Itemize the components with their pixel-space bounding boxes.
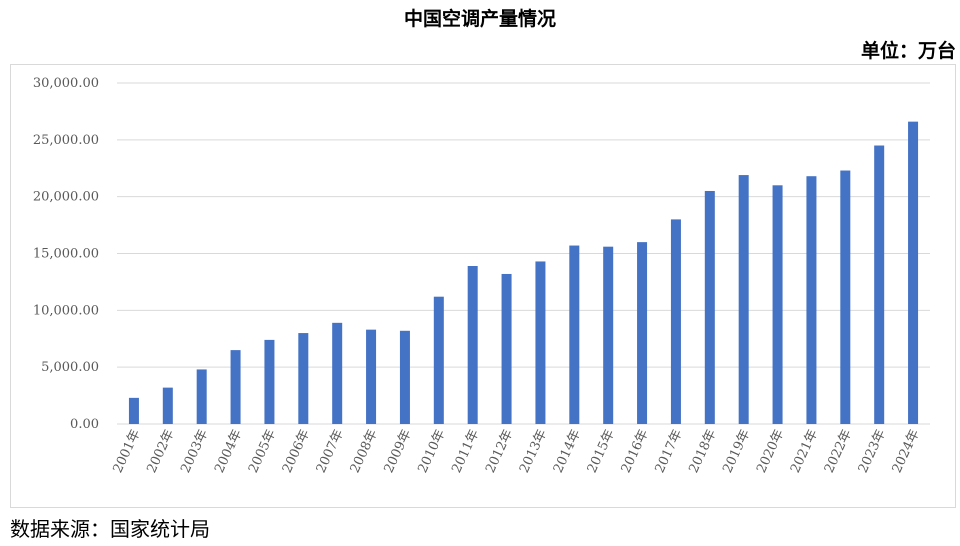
y-tick-label: 10,000.00 <box>33 303 99 318</box>
data-source: 数据来源：国家统计局 <box>10 517 210 541</box>
y-tick-label: 5,000.00 <box>41 360 99 375</box>
bar <box>569 245 580 424</box>
bars <box>128 121 919 424</box>
x-tick-label: 2012年 <box>483 427 516 475</box>
bar <box>670 219 681 424</box>
bar <box>908 121 919 424</box>
unit-label: 单位：万台 <box>860 40 956 62</box>
x-tick-label: 2013年 <box>517 427 550 475</box>
y-axis-ticks: 0.00 5,000.00 10,000.00 15,000.00 20,000.00 2… <box>33 76 99 432</box>
x-tick-label: 2002年 <box>144 427 177 475</box>
y-tick-label: 20,000.00 <box>33 190 99 205</box>
x-tick-label: 2016年 <box>619 427 652 475</box>
y-tick-label: 30,000.00 <box>33 76 99 91</box>
x-tick-label: 2006年 <box>280 427 313 475</box>
x-axis-ticks: 2001年 2002年 2003年 2004年 2005年 2006年 2007年 2008年… <box>110 427 922 475</box>
bar <box>366 329 377 424</box>
bar <box>535 261 546 424</box>
bar <box>264 339 275 424</box>
bar <box>874 145 885 424</box>
x-tick-label: 2015年 <box>585 427 618 475</box>
x-tick-label: 2024年 <box>890 427 923 475</box>
gridlines <box>117 82 930 425</box>
x-tick-label: 2014年 <box>551 427 584 475</box>
bar <box>332 322 343 424</box>
x-tick-label: 2019年 <box>720 427 753 475</box>
x-tick-label: 2023年 <box>856 427 889 475</box>
chart-frame <box>10 64 956 508</box>
x-tick-label: 2003年 <box>178 427 211 475</box>
x-tick-label: 2018年 <box>686 427 719 475</box>
x-tick-label: 2010年 <box>415 427 448 475</box>
x-tick-label: 2001年 <box>110 427 143 475</box>
bar <box>298 333 309 424</box>
bar <box>806 176 817 424</box>
bar <box>501 273 512 424</box>
bar <box>399 330 410 424</box>
x-tick-label: 2020年 <box>754 427 787 475</box>
x-tick-label: 2011年 <box>449 427 482 475</box>
x-tick-label: 2004年 <box>212 427 245 475</box>
bar <box>196 369 207 424</box>
bar <box>230 350 241 424</box>
x-tick-label: 2007年 <box>314 427 347 475</box>
x-tick-label: 2021年 <box>788 427 821 475</box>
bar <box>162 387 173 424</box>
x-tick-label: 2022年 <box>822 427 855 475</box>
bar <box>704 190 715 424</box>
y-tick-label: 25,000.00 <box>33 133 99 148</box>
x-tick-label: 2005年 <box>246 427 279 475</box>
y-tick-label: 15,000.00 <box>33 247 99 262</box>
chart-title: 中国空调产量情况 <box>403 8 556 30</box>
x-tick-label: 2009年 <box>381 427 414 475</box>
bar <box>772 185 783 424</box>
x-tick-label: 2017年 <box>652 427 685 475</box>
bar <box>467 266 478 424</box>
y-tick-label: 0.00 <box>70 417 99 432</box>
bar <box>840 170 851 424</box>
bar <box>128 397 139 424</box>
bar <box>603 246 614 424</box>
x-tick-label: 2008年 <box>348 427 381 475</box>
bar <box>738 175 749 424</box>
bar <box>637 242 648 424</box>
bar <box>433 296 444 424</box>
